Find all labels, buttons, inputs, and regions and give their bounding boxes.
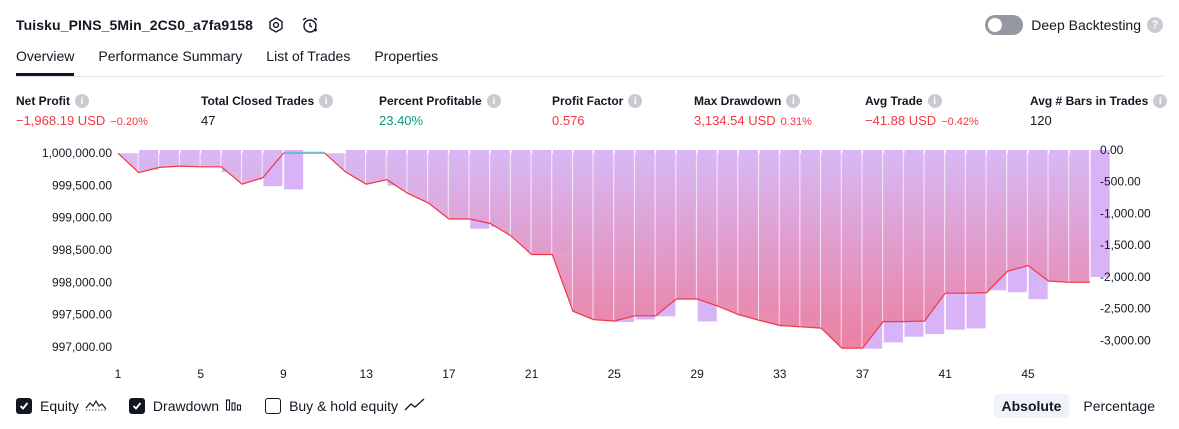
checkbox-checked [16,398,32,414]
x-axis-tick-label: 37 [856,367,870,381]
help-icon[interactable]: ? [1147,17,1163,33]
deep-backtesting-control: Deep Backtesting ? [985,15,1163,35]
equity-line [117,152,1090,349]
equity-chart[interactable]: 1,000,000.00 999,500.00 999,000.00 998,500.… [0,138,1179,384]
x-axis-tick-label: 17 [442,367,456,381]
buy-hold-checkbox[interactable]: Buy & hold equity [265,397,426,416]
right-axis-tick-label: -500.00 [1100,175,1141,189]
metric-avg-trade: Avg Trade i −41.88 USD −0.42% [865,94,979,128]
metric-percent: 0.31% [780,116,812,128]
metric-label: Max Drawdown [694,94,782,108]
x-axis-tick-label: 41 [939,367,953,381]
right-axis-tick-label: -3,000.00 [1100,334,1151,348]
info-icon[interactable]: i [319,94,334,108]
left-axis-tick-label: 999,000.00 [52,211,112,225]
drawdown-bar [284,150,304,190]
chart-legend-bar: Equity Drawdown Buy & hold equity Absolu… [16,394,1163,418]
left-axis-tick-label: 998,000.00 [52,275,112,289]
x-axis-tick-label: 13 [360,367,374,381]
checkbox-unchecked [265,398,282,414]
left-axis-tick-label: 997,500.00 [52,308,112,322]
metric-percent: −0.20% [110,116,148,128]
settings-icon[interactable] [265,14,287,36]
right-axis-tick-label: -1,000.00 [1100,207,1151,221]
left-axis-tick-label: 997,000.00 [52,340,112,354]
metric-net-profit: Net Profit i −1,968.19 USD −0.20% [16,94,148,128]
tab-performance-summary[interactable]: Performance Summary [98,48,243,64]
info-icon[interactable]: i [786,94,801,108]
left-axis-tick-label: 1,000,000.00 [42,146,112,160]
drawdown-bar [1090,150,1110,277]
drawdown-label: Drawdown [152,398,220,414]
metric-percent: −0.42% [941,116,979,128]
x-axis-tick-label: 1 [115,367,122,381]
metric-avg-bars: Avg # Bars in Trades i 120 [1030,94,1168,128]
scale-mode-switch: Absolute Percentage [988,394,1164,418]
info-icon[interactable]: i [628,94,643,108]
right-axis-tick-label: -2,500.00 [1100,302,1151,316]
equity-label: Equity [40,398,79,414]
metric-max-drawdown: Max Drawdown i 3,134.54 USD 0.31% [694,94,812,128]
deep-backtesting-toggle[interactable] [985,15,1024,35]
right-axis-tick-label: 0.00 [1100,143,1124,157]
metric-label: Profit Factor [552,94,624,108]
tab-properties[interactable]: Properties [374,48,439,64]
checkbox-checked [128,398,145,414]
x-axis-tick-label: 33 [773,367,787,381]
right-axis-tick-label: -2,000.00 [1100,270,1151,284]
deep-backtesting-label: Deep Backtesting [1031,17,1141,33]
left-axis-tick-label: 998,500.00 [52,243,112,257]
metric-value: −41.88 USD [865,113,937,128]
metric-label: Avg Trade [865,94,923,108]
percentage-button[interactable]: Percentage [1083,398,1155,414]
equity-area [118,153,1090,349]
left-axis-tick-label: 999,500.00 [52,179,112,193]
toggle-knob [988,18,1003,32]
header-bar: Tuisku_PINS_5Min_2CS0_a7fa9158 Deep Back… [16,12,1163,38]
metric-value: 0.576 [552,113,585,128]
x-axis-tick-label: 45 [1021,367,1035,381]
info-icon[interactable]: i [1153,94,1168,108]
info-icon[interactable]: i [486,94,501,108]
tab-overview[interactable]: Overview [16,48,75,76]
metric-label: Net Profit [16,94,70,108]
x-axis-tick-label: 5 [197,367,204,381]
metric-percent-profitable: Percent Profitable i 23.40% [379,94,501,128]
x-axis-tick-label: 25 [608,367,622,381]
metric-value: 120 [1030,113,1052,128]
buy-hold-label: Buy & hold equity [289,398,399,414]
buy-hold-line-icon [404,397,426,416]
metric-label: Total Closed Trades [201,94,315,108]
drawdown-checkbox[interactable]: Drawdown [128,397,243,416]
absolute-button[interactable]: Absolute [993,394,1070,418]
metric-value: 47 [201,113,216,128]
info-icon[interactable]: i [75,94,89,108]
metric-label: Avg # Bars in Trades [1030,94,1149,108]
metric-value: 23.40% [379,113,424,128]
equity-line-icon [85,397,107,416]
strategy-title: Tuisku_PINS_5Min_2CS0_a7fa9158 [16,17,253,33]
metric-label: Percent Profitable [379,94,482,108]
x-axis-tick-label: 29 [690,367,704,381]
tab-bar: Overview Performance Summary List of Tra… [16,48,1163,77]
alert-clock-icon[interactable] [299,14,321,36]
tab-list-of-trades[interactable]: List of Trades [266,48,351,64]
equity-checkbox[interactable]: Equity [16,397,107,416]
info-icon[interactable]: i [927,94,942,108]
right-axis-tick-label: -1,500.00 [1100,238,1151,252]
metric-value: −1,968.19 USD [16,113,106,128]
drawdown-bars-icon [225,397,243,416]
metric-value: 3,134.54 USD [694,113,776,128]
x-axis-tick-label: 21 [525,367,539,381]
metric-total-closed-trades: Total Closed Trades i 47 [201,94,334,128]
x-axis-tick-label: 9 [280,367,287,381]
metric-profit-factor: Profit Factor i 0.576 [552,94,643,128]
